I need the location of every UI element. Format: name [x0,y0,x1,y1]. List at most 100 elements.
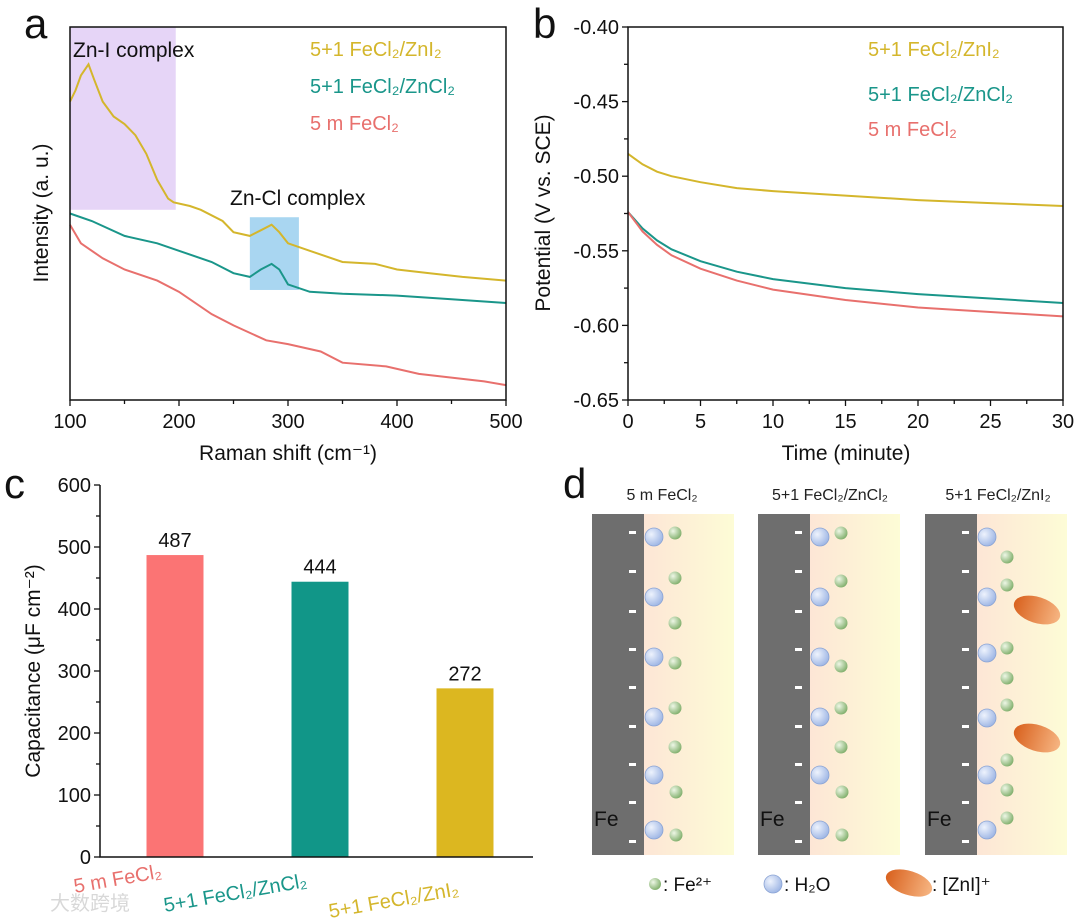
fe2-ion-icon [834,659,848,673]
water-molecule-icon [810,647,830,667]
negative-charge-icon [962,648,969,651]
y-tick-label: -0.55 [573,241,619,263]
water-molecule-icon [977,708,997,728]
y-tick-label: -0.45 [573,92,619,114]
diagram-legend-zni: : [ZnI]⁺ [932,875,991,896]
series-line-yellow [69,62,507,282]
panel-a-xlabel: Raman shift (cm⁻¹) [199,442,377,465]
fe2-ion-icon [669,785,683,799]
panel-label-c: c [4,460,25,507]
electrolyte-region [977,514,1067,855]
bar-value-label: 487 [158,530,191,552]
y-tick-label: 400 [58,599,91,621]
water-molecule-icon [644,707,664,727]
panel-label-d: d [563,460,586,507]
x-tick-label: 100 [53,411,86,433]
bar-teal [291,581,349,857]
electrode-label: Fe [594,808,619,831]
x-tick-label: 400 [380,411,413,433]
x-tick-label: 20 [907,411,929,433]
panel-b-ylabel: Potential (V vs. SCE) [532,114,555,311]
electrolyte-region [810,514,900,855]
panel-label-a: a [24,0,48,47]
negative-charge-icon [795,686,802,689]
x-tick-label: 5 [695,411,706,433]
water-molecule-icon [810,527,830,547]
water-molecule-icon [977,820,997,840]
negative-charge-icon [795,840,802,843]
fe2-ion-icon [834,740,848,754]
negative-charge-icon [795,801,802,804]
panel-c-xlabel-zncl2: 5+1 FeCl₂/ZnCl₂ [162,870,309,917]
plot-frame [627,26,1064,401]
panel-b-legend-zncl2: 5+1 FeCl₂/ZnCl₂ [868,84,1013,106]
y-tick-label: 600 [58,475,91,497]
legend-fe2-icon [649,878,661,890]
water-molecule-icon [977,527,997,547]
electrolyte-region [644,514,734,855]
x-tick-label: 25 [979,411,1001,433]
y-tick-label: -0.65 [573,390,619,412]
negative-charge-icon [795,648,802,651]
panel-a-legend-zni2: 5+1 FeCl₂/ZnI₂ [310,39,442,61]
negative-charge-icon [629,648,636,651]
series-line-teal [627,211,1064,304]
fe2-ion-icon [668,740,682,754]
annotation-zn-cl-complex: Zn-Cl complex [230,187,366,210]
fe2-ion-icon [1000,698,1014,712]
negative-charge-icon [962,763,969,766]
negative-charge-icon [629,725,636,728]
negative-charge-icon [629,570,636,573]
negative-charge-icon [629,763,636,766]
fe2-ion-icon [668,616,682,630]
negative-charge-icon [962,610,969,613]
diagram-title-fecl2: 5 m FeCl₂ [626,487,697,504]
series-line-teal [69,212,507,304]
electrode-label: Fe [760,808,785,831]
diagram-legend-water: : H₂O [784,875,830,896]
legend-water-icon [763,874,783,894]
panel-label-b: b [533,0,556,47]
water-molecule-icon [644,527,664,547]
panel-c-capacitance-chart: 487 444 272 0 100 200 300 400 500 600 [58,475,533,869]
negative-charge-icon [962,840,969,843]
fe2-ion-icon [834,574,848,588]
fe2-ion-icon [1000,550,1014,564]
water-molecule-icon [977,765,997,785]
fe2-ion-icon [668,701,682,715]
negative-charge-icon [962,686,969,689]
water-molecule-icon [810,707,830,727]
fe2-ion-icon [669,828,683,842]
negative-charge-icon [629,531,636,534]
zni-complex-icon [1013,595,1061,625]
series-line-red [69,224,507,387]
x-tick-label: 10 [762,411,784,433]
negative-charge-icon [962,725,969,728]
negative-charge-icon [962,531,969,534]
panel-b-legend-fecl2: 5 m FeCl₂ [868,119,957,141]
y-tick-label: -0.60 [573,315,619,337]
water-molecule-icon [644,820,664,840]
negative-charge-icon [962,801,969,804]
panel-a-legend-fecl2: 5 m FeCl₂ [310,113,399,135]
x-tick-label: 30 [1052,411,1074,433]
panel-b-potential-chart: 0 5 10 15 20 25 30 -0.40 -0.45 -0.50 -0.55 -0.60 -0.… [573,17,1074,433]
panel-a-legend-zncl2: 5+1 FeCl₂/ZnCl₂ [310,76,455,98]
x-tick-label: 0 [622,411,633,433]
panel-a-raman-chart: 100 200 300 400 500 [53,26,523,433]
fe2-ion-icon [668,526,682,540]
y-tick-label: -0.50 [573,166,619,188]
panel-b-xlabel: Time (minute) [782,442,911,465]
panel-c-ylabel: Capacitance (μF cm⁻²) [22,564,45,777]
water-molecule-icon [810,765,830,785]
negative-charge-icon [629,801,636,804]
diagram-title-zni2: 5+1 FeCl₂/ZnI₂ [945,487,1050,504]
x-tick-label: 300 [271,411,304,433]
bar-value-label: 272 [448,663,481,685]
annotation-zn-i-complex: Zn-I complex [73,39,195,62]
x-tick-label: 500 [489,411,522,433]
bar-value-label: 444 [303,557,336,579]
fe2-ion-icon [834,616,848,630]
fe2-ion-icon [1000,811,1014,825]
